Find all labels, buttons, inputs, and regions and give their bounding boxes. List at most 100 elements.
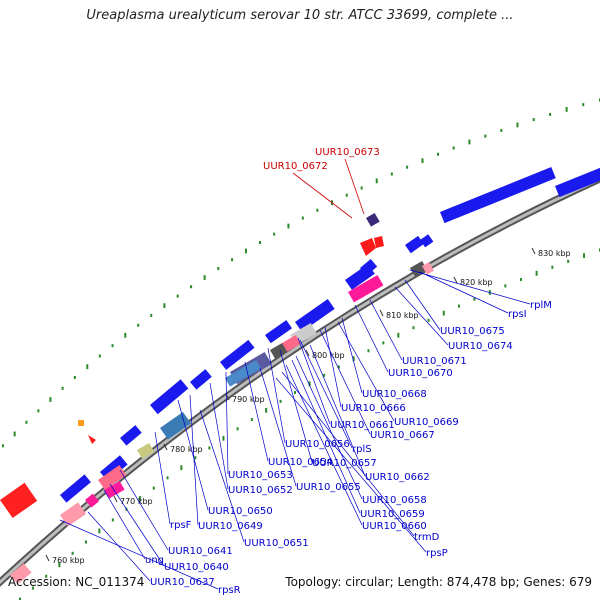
gene-feature [439, 167, 556, 224]
gene-label: trmD [414, 532, 440, 543]
tick-mark [113, 495, 118, 503]
tick-label: 790 kbp [232, 395, 265, 404]
gc-dot-inner [397, 332, 400, 338]
tick-mark [379, 309, 384, 317]
label-leader [119, 469, 169, 551]
gene-feature [270, 343, 288, 359]
gc-dot-inner [19, 597, 21, 600]
label-leader [244, 361, 269, 462]
gc-dot-outer [137, 323, 140, 327]
gc-dot-inner [166, 476, 169, 480]
gene-label: UUR10_0650 [208, 506, 273, 517]
gene-label: UUR10_0674 [448, 341, 513, 352]
gene-label: rpsP [426, 548, 448, 559]
label-leader [394, 286, 449, 346]
gc-dot-inner [111, 518, 114, 522]
gc-dot-inner [98, 528, 101, 534]
label-leader [103, 489, 146, 560]
label-leader [295, 355, 363, 500]
gc-dot-inner [519, 278, 522, 282]
gc-dot-outer [549, 112, 552, 116]
gc-dot-inner [504, 284, 507, 288]
gc-dot-outer [437, 152, 440, 156]
label-leader [154, 431, 171, 525]
gc-dot-inner [382, 341, 385, 345]
gene-feature [137, 443, 155, 459]
gene-feature [220, 339, 255, 370]
gene-feature [104, 480, 125, 499]
gene-label: UUR10_0652 [228, 485, 293, 496]
label-leader [189, 394, 199, 526]
gc-dot-inner [535, 270, 538, 276]
gene-label: UUR10_0659 [360, 509, 425, 520]
gc-dot-outer [468, 139, 471, 145]
gc-dot-inner [279, 399, 282, 403]
gc-dot-outer [124, 332, 127, 338]
tick-mark [531, 247, 536, 255]
gene-label: UUR10_0667 [370, 430, 435, 441]
label-leader [259, 367, 297, 487]
label-leader [279, 349, 313, 463]
gene-label: UUR10_0651 [244, 538, 309, 549]
gene-feature [281, 334, 301, 352]
gene-feature [225, 360, 262, 387]
gc-dot-outer [217, 267, 220, 271]
gc-dot-outer [406, 165, 409, 169]
gc-dot-inner [323, 373, 326, 377]
gc-dot-outer [1, 444, 4, 448]
gc-dot-inner [442, 310, 445, 316]
gene-label: rplM [530, 300, 552, 311]
gene-label: UUR10_0641 [168, 546, 233, 557]
label-leader [419, 271, 509, 314]
gc-dot-outer [452, 146, 455, 150]
gene-feature [348, 275, 384, 303]
gene-feature [345, 263, 375, 290]
gc-dot-outer [273, 232, 276, 236]
label-leader [309, 344, 366, 477]
gene-label: UUR10_0671 [402, 356, 467, 367]
gene-feature [0, 482, 38, 519]
label-leader [199, 409, 245, 543]
tick-label: 810 kbp [386, 311, 419, 320]
gc-dot-inner [45, 574, 48, 578]
gene-feature [189, 369, 212, 390]
gc-dot-inner [352, 356, 355, 362]
gc-dot-outer [13, 431, 16, 437]
gc-dot-outer [176, 294, 179, 298]
gene-feature [404, 235, 424, 254]
gc-dot-outer [61, 386, 64, 390]
gc-dot-outer [86, 364, 89, 370]
label-leader [369, 299, 403, 361]
gc-dot-outer [287, 223, 290, 229]
label-leader [285, 364, 363, 526]
gene-feature-uur10-0672 [360, 238, 376, 256]
gene-label: UUR10_0657 [312, 458, 377, 469]
gc-dot-outer [73, 375, 76, 379]
gc-dot-outer [360, 186, 363, 190]
gc-dot-inner [308, 381, 311, 387]
rna-marker [88, 435, 96, 444]
label-leader [341, 317, 363, 394]
gc-dot-inner [32, 586, 35, 590]
gc-dot-inner [583, 253, 586, 258]
gc-dot-inner [427, 318, 430, 322]
gc-dot-outer [532, 118, 535, 122]
gene-label: UUR10_0640 [164, 562, 229, 573]
gene-feature [295, 299, 335, 332]
gene-label: UUR10_0660 [362, 521, 427, 532]
label-leader [267, 347, 286, 444]
gene-label: rpsF [170, 520, 192, 531]
tick-label: 770 kbp [120, 497, 153, 506]
label-leader [324, 326, 342, 408]
gc-dot-inner [139, 496, 142, 501]
tick-marks: 760 kbp 770 kbp 780 kbp 790 kbp 800 kbp 810 k… [45, 247, 571, 565]
gc-dot-outer [163, 303, 166, 309]
gc-dot-inner [337, 365, 340, 369]
gc-dot-outer [301, 216, 304, 220]
gene-feature [85, 493, 100, 508]
label-leader [87, 511, 151, 582]
gene-label: rplS [352, 444, 372, 455]
gc-dot-outer [259, 241, 261, 244]
gene-label: UUR10_0662 [365, 472, 430, 483]
